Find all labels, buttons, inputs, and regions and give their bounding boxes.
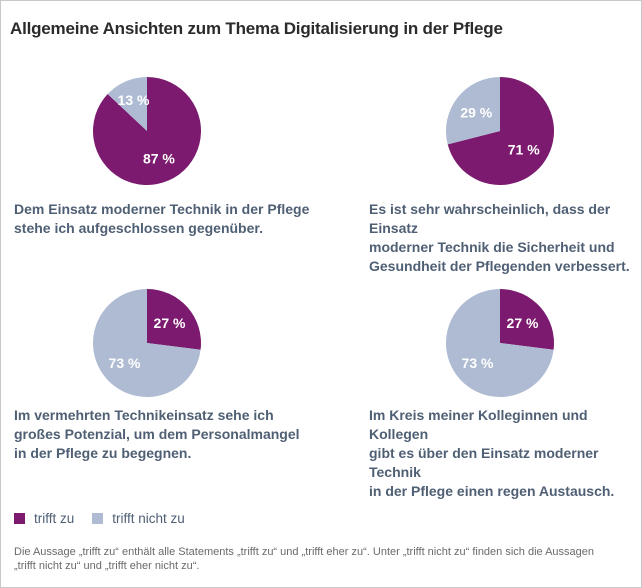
chart-title: Allgemeine Ansichten zum Thema Digitalis… bbox=[10, 19, 503, 38]
legend-swatch-trifft-zu bbox=[14, 513, 25, 524]
pie-2-label-trifft-zu: 71 % bbox=[508, 141, 540, 157]
pie-4-label-trifft-nicht-zu: 73 % bbox=[462, 355, 494, 371]
statement-4-line-3: in der Pflege einen regen Austausch. bbox=[369, 483, 615, 499]
pie-1-label-trifft-nicht-zu: 13 % bbox=[118, 92, 150, 108]
pie-chart-2: 71 % 29 % bbox=[446, 77, 554, 185]
pie-2-label-trifft-nicht-zu: 29 % bbox=[460, 105, 492, 121]
pie-3-label-trifft-nicht-zu: 73 % bbox=[109, 355, 141, 371]
pie-3-slice-trifft-nicht-zu bbox=[93, 289, 201, 397]
pie-chart-1: 87 % 13 % bbox=[93, 77, 201, 185]
legend-label-trifft-nicht-zu: trifft nicht zu bbox=[112, 511, 185, 526]
pie-chart-4: 27 % 73 % bbox=[446, 289, 554, 397]
pie-1-slice-trifft-zu bbox=[93, 77, 201, 185]
pie-3-label-trifft-zu: 27 % bbox=[154, 315, 186, 331]
statement-3-line-2: großes Potenzial, um dem Personalmangel bbox=[14, 426, 300, 442]
pie-2-slice-trifft-nicht-zu bbox=[446, 77, 500, 145]
legend: trifft zu trifft nicht zu bbox=[14, 511, 203, 526]
pie-4-slice-trifft-nicht-zu bbox=[446, 289, 554, 397]
pie-1-slice-trifft-nicht-zu bbox=[107, 77, 147, 131]
legend-item-trifft-nicht-zu: trifft nicht zu bbox=[92, 511, 185, 526]
pie-3-slice-trifft-zu bbox=[147, 289, 201, 350]
statement-4-line-1: Im Kreis meiner Kolleginnen und Kollegen bbox=[369, 407, 588, 442]
statement-3: Im vermehrten Technikeinsatz sehe ich gr… bbox=[14, 406, 300, 463]
statement-3-line-1: Im vermehrten Technikeinsatz sehe ich bbox=[14, 407, 274, 423]
pie-1-label-trifft-zu: 87 % bbox=[143, 151, 175, 167]
statement-2: Es ist sehr wahrscheinlich, dass der Ein… bbox=[369, 200, 641, 276]
statement-4-line-2: gibt es über den Einsatz moderner Techni… bbox=[369, 445, 599, 480]
pie-2-slice-trifft-zu bbox=[447, 77, 554, 185]
legend-item-trifft-zu: trifft zu bbox=[14, 511, 74, 526]
statement-2-line-2: moderner Technik die Sicherheit und bbox=[369, 239, 615, 255]
statement-1: Dem Einsatz moderner Technik in der Pfle… bbox=[14, 200, 309, 238]
legend-label-trifft-zu: trifft zu bbox=[34, 511, 75, 526]
statement-1-line-1: Dem Einsatz moderner Technik in der Pfle… bbox=[14, 201, 310, 217]
legend-swatch-trifft-nicht-zu bbox=[92, 513, 104, 524]
footnote-line-2: „trifft nicht zu“ und „trifft eher nicht… bbox=[14, 560, 200, 572]
pie-4-slice-trifft-zu bbox=[500, 289, 554, 350]
statement-4: Im Kreis meiner Kolleginnen und Kollegen… bbox=[369, 406, 641, 501]
statement-2-line-3: Gesundheit der Pflegenden verbessert. bbox=[369, 258, 630, 274]
statement-2-line-1: Es ist sehr wahrscheinlich, dass der Ein… bbox=[369, 201, 611, 236]
footnote: Die Aussage „trifft zu“ enthält alle Sta… bbox=[14, 545, 634, 573]
footnote-line-1: Die Aussage „trifft zu“ enthält alle Sta… bbox=[14, 546, 595, 558]
pie-chart-3: 27 % 73 % bbox=[93, 289, 201, 397]
pie-4-label-trifft-zu: 27 % bbox=[507, 315, 539, 331]
statement-3-line-3: in der Pflege zu begegnen. bbox=[14, 445, 192, 461]
statement-1-line-2: stehe ich aufgeschlossen gegenüber. bbox=[14, 220, 263, 236]
